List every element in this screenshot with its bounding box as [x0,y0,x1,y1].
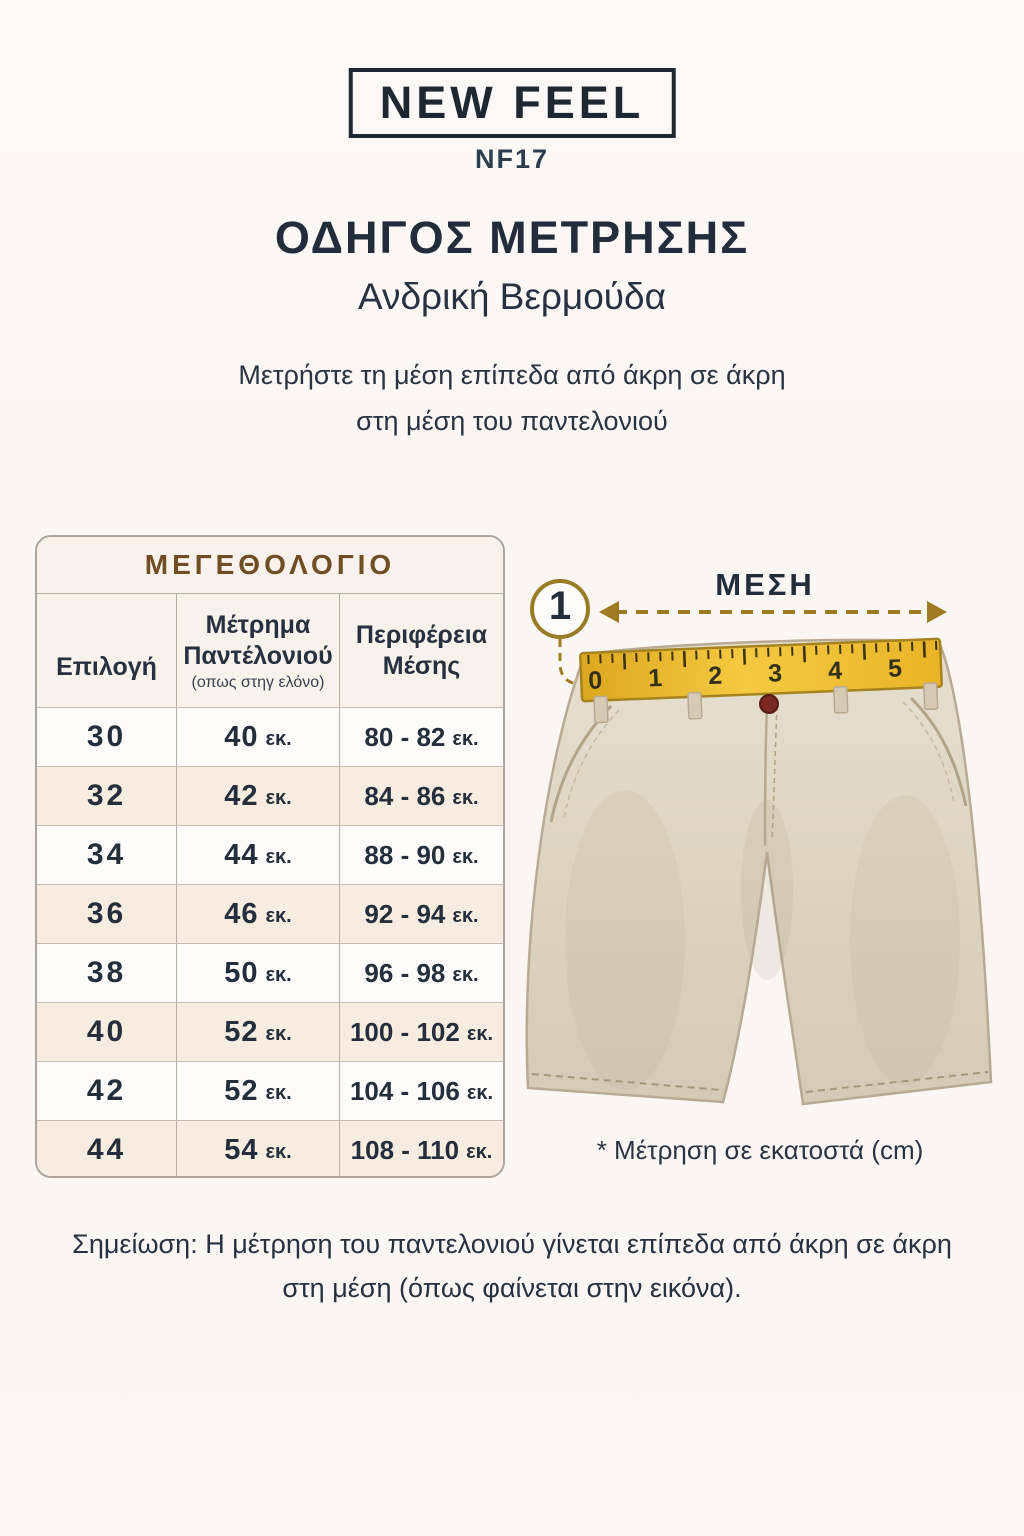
waist-cell: 92 - 94 εκ. [364,898,479,929]
inseam-left [722,851,768,1103]
footnote-line-2: στη μέση (όπως φαίνεται στην εικόνα). [282,1273,742,1303]
belt-loop [923,682,939,711]
page-subtitle: Ανδρική Βερμούδα [357,276,667,317]
length-cell: 40 εκ. [177,708,340,766]
belt-loop [687,691,703,720]
arrowhead-left [599,601,619,623]
length-cell: 50 εκ. [177,944,340,1002]
page-title: ΟΔΗΓΟΣ ΜΕΤΡΗΣΗΣ [274,212,750,263]
waist-cell: 96 - 98 εκ. [364,957,479,988]
pocket-left-stitch [563,709,620,819]
pocket-right [909,696,968,807]
fly-seam [763,705,769,847]
brand-model-code: NF17 [474,144,550,174]
waist-cell: 80 - 82 εκ. [364,721,479,752]
length-cell: 46 εκ. [177,885,340,943]
size-table-title: ΜΕΓΕΘΟΛΟΓΙΟ [37,537,503,593]
length-cell: 52 εκ. [177,1062,340,1120]
tape-measure [579,637,943,724]
measurement-diagram: 1 ΜΕΣΗ 0 1 2 3 4 5 * Μέτρηση σε εκατοστά… [505,535,1017,1205]
hem-stitch-right [805,1071,989,1093]
shading-center [741,800,793,980]
table-row: 42 52 εκ. 104 - 106 εκ. [37,1061,503,1120]
units-caption: * Μέτρηση σε εκατοστά (cm) [596,1135,924,1165]
table-row: 30 40 εκ. 80 - 82 εκ. [37,707,503,766]
waist-cell: 108 - 110 εκ. [350,1134,493,1165]
waist-cell: 84 - 86 εκ. [364,780,479,811]
pocket-right-stitch [902,701,955,803]
column-header-length-note: (οπως στηγ ελόνο) [191,673,325,691]
brand-logo-box: NEW FEEL [348,68,676,138]
shorts-illustration [525,637,993,1106]
fly-stitch [771,705,778,841]
size-cell: 30 [37,708,177,766]
length-cell: 42 εκ. [177,767,340,825]
step-circle [530,579,590,639]
shading-left [565,790,685,1090]
brand-logo-text: NEW FEEL [379,77,645,128]
hem-stitch-left [531,1073,722,1091]
table-row: 34 44 εκ. 88 - 90 εκ. [37,825,503,884]
length-cell: 52 εκ. [177,1003,340,1061]
table-row: 36 46 εκ. 92 - 94 εκ. [37,884,503,943]
size-table-header-row: Επιλογή Μέτρημα Παντέλονιού (οπως στηγ ε… [37,593,503,707]
footnote-line-1: Σημείωση: Η μέτρηση του παντελονιού γίνε… [72,1229,952,1259]
size-cell: 34 [37,826,177,884]
waist-button [759,694,779,714]
measure-arrow [599,601,947,623]
step-connector-line [558,639,590,690]
size-cell: 42 [37,1062,177,1120]
length-cell: 54 εκ. [177,1121,340,1176]
instruction-line-1: Μετρήστε τη μέση επίπεδα από άκρη σε άκρ… [238,360,786,390]
column-header-length: Μέτρημα Παντέλονιού (οπως στηγ ελόνο) [177,594,340,707]
belt-loop [593,695,609,724]
table-row: 32 42 εκ. 84 - 86 εκ. [37,766,503,825]
table-row: 44 54 εκ. 108 - 110 εκ. [37,1120,503,1176]
size-cell: 36 [37,885,177,943]
size-cell: 44 [37,1121,177,1176]
shading-right [850,795,960,1085]
diagram-canvas [525,579,993,1106]
column-header-waist: Περιφέρεια Μέσης [355,620,488,680]
table-row: 40 52 εκ. 100 - 102 εκ. [37,1002,503,1061]
waist-measure-label: ΜΕΣΗ [715,567,815,602]
column-header-size: Επιλογή [37,594,177,707]
arrowhead-right [927,601,947,623]
length-cell: 44 εκ. [177,826,340,884]
size-cell: 40 [37,1003,177,1061]
tape-major-ticks [622,641,926,670]
waist-cell: 88 - 90 εκ. [364,839,479,870]
size-table: ΜΕΓΕΘΟΛΟΓΙΟ Επιλογή Μέτρημα Παντέλονιού … [35,535,505,1178]
table-row: 38 50 εκ. 96 - 98 εκ. [37,943,503,1002]
footnote: Σημείωση: Η μέτρηση του παντελονιού γίνε… [0,1222,1024,1310]
belt-loop [833,685,849,714]
waist-cell: 104 - 106 εκ. [349,1075,494,1106]
measuring-instructions: Μετρήστε τη μέση επίπεδα από άκρη σε άκρ… [0,352,1024,444]
step-number: 1 [548,584,572,628]
instruction-line-2: στη μέση του παντελονιού [356,406,668,436]
size-cell: 32 [37,767,177,825]
waist-cell: 100 - 102 εκ. [349,1016,494,1047]
size-cell: 38 [37,944,177,1002]
